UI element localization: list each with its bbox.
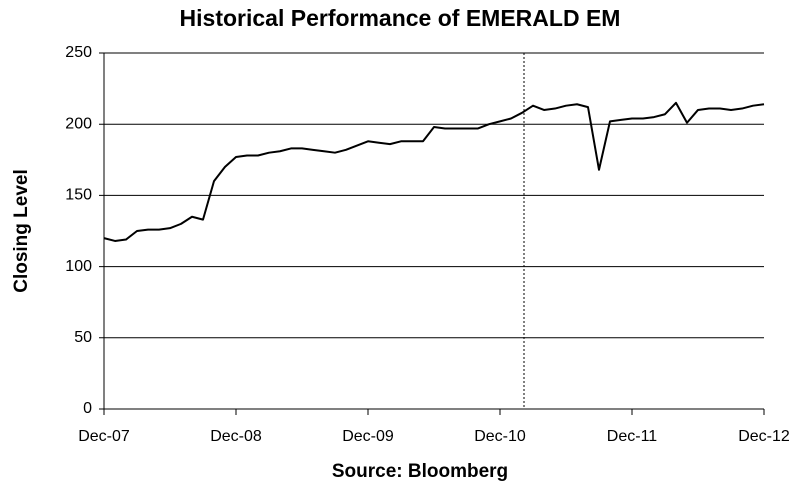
x-tick-label: Dec-10 [474,428,526,445]
x-tick-label: Dec-11 [607,428,657,445]
y-tick-label: 100 [65,258,92,275]
x-tick-label: Dec-12 [738,428,790,445]
x-axis-label: Source: Bloomberg [332,461,508,482]
y-tick-label: 50 [74,329,92,346]
x-tick-label: Dec-08 [210,428,262,445]
y-tick-label: 200 [65,115,92,132]
y-tick-label: 150 [65,187,92,204]
y-axis-label: Closing Level [11,169,32,293]
chart-title: Historical Performance of EMERALD EM [180,5,621,31]
y-tick-label: 0 [83,400,92,417]
y-tick-label: 250 [65,44,92,61]
x-tick-label: Dec-09 [342,428,394,445]
line-series [103,101,765,242]
x-tick-label: Dec-07 [78,428,130,445]
